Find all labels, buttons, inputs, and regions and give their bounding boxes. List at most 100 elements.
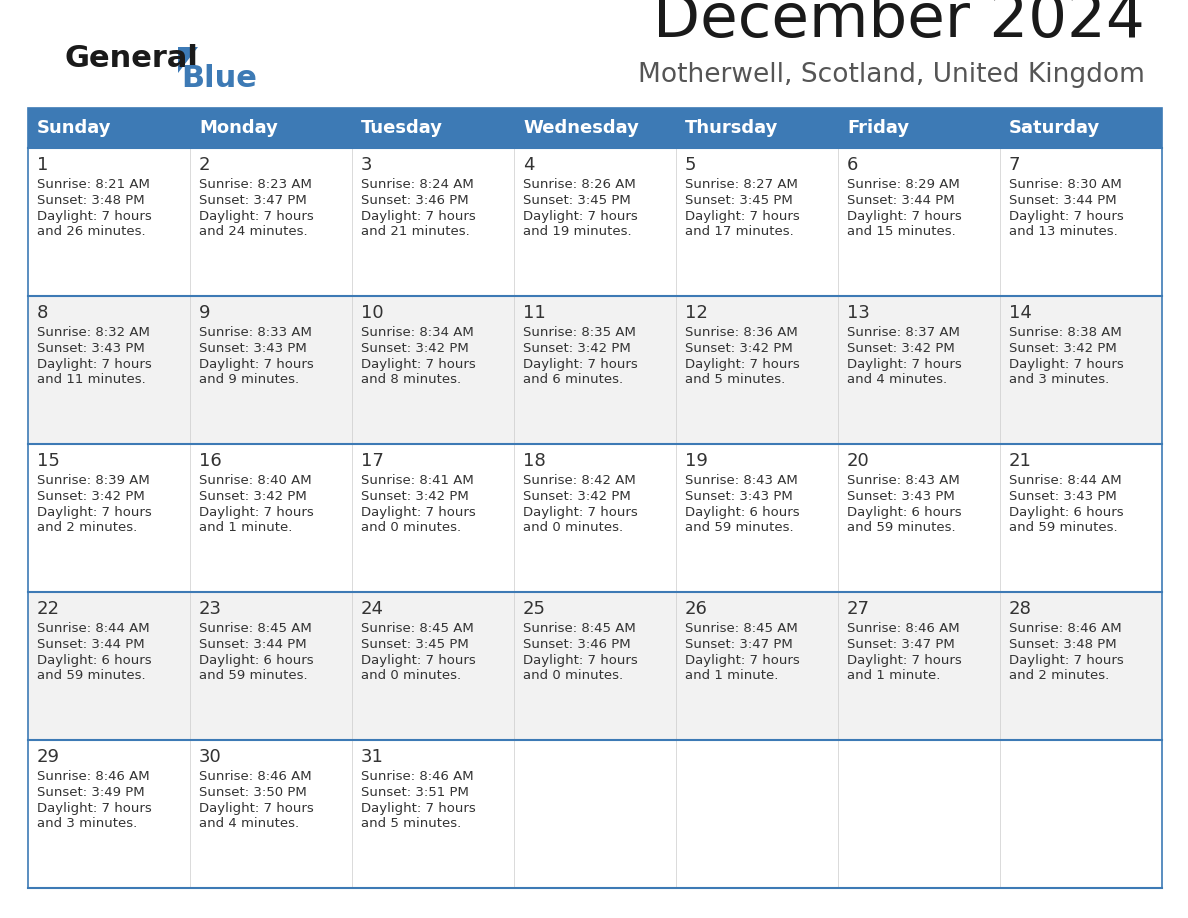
Text: Daylight: 7 hours: Daylight: 7 hours (200, 802, 314, 815)
Text: Sunrise: 8:46 AM: Sunrise: 8:46 AM (200, 770, 311, 783)
Text: and 17 minutes.: and 17 minutes. (685, 225, 794, 238)
Text: Sunrise: 8:40 AM: Sunrise: 8:40 AM (200, 474, 311, 487)
Text: Sunset: 3:43 PM: Sunset: 3:43 PM (685, 490, 792, 503)
Text: 26: 26 (685, 600, 708, 618)
Text: Sunrise: 8:33 AM: Sunrise: 8:33 AM (200, 326, 312, 339)
Text: Daylight: 7 hours: Daylight: 7 hours (200, 358, 314, 371)
Text: Sunrise: 8:41 AM: Sunrise: 8:41 AM (361, 474, 474, 487)
Text: Daylight: 7 hours: Daylight: 7 hours (361, 802, 475, 815)
Text: and 24 minutes.: and 24 minutes. (200, 225, 308, 238)
Text: 14: 14 (1009, 304, 1032, 322)
Text: Daylight: 7 hours: Daylight: 7 hours (361, 210, 475, 223)
Text: 12: 12 (685, 304, 708, 322)
Text: Daylight: 7 hours: Daylight: 7 hours (847, 210, 962, 223)
Text: Sunset: 3:45 PM: Sunset: 3:45 PM (361, 638, 469, 651)
Text: Daylight: 6 hours: Daylight: 6 hours (847, 506, 961, 519)
Bar (29, 108, 1162, 148)
Text: Sunset: 3:42 PM: Sunset: 3:42 PM (37, 490, 145, 503)
Text: and 5 minutes.: and 5 minutes. (685, 373, 785, 386)
Text: Sunset: 3:42 PM: Sunset: 3:42 PM (523, 490, 631, 503)
Text: Daylight: 7 hours: Daylight: 7 hours (37, 358, 152, 371)
Text: 13: 13 (847, 304, 870, 322)
Text: and 21 minutes.: and 21 minutes. (361, 225, 469, 238)
Text: Monday: Monday (200, 119, 278, 137)
Bar (29, 296, 1162, 444)
Text: Thursday: Thursday (685, 119, 778, 137)
Text: Sunrise: 8:32 AM: Sunrise: 8:32 AM (37, 326, 150, 339)
Text: and 0 minutes.: and 0 minutes. (523, 669, 624, 682)
Text: Motherwell, Scotland, United Kingdom: Motherwell, Scotland, United Kingdom (638, 62, 1145, 88)
Text: Friday: Friday (847, 119, 909, 137)
Text: Sunrise: 8:37 AM: Sunrise: 8:37 AM (847, 326, 960, 339)
Text: Sunrise: 8:26 AM: Sunrise: 8:26 AM (523, 178, 636, 191)
Text: Sunrise: 8:36 AM: Sunrise: 8:36 AM (685, 326, 798, 339)
Text: and 2 minutes.: and 2 minutes. (1009, 669, 1110, 682)
Text: Sunrise: 8:45 AM: Sunrise: 8:45 AM (361, 622, 474, 635)
Text: 8: 8 (37, 304, 49, 322)
Text: Daylight: 7 hours: Daylight: 7 hours (523, 210, 638, 223)
Text: and 5 minutes.: and 5 minutes. (361, 817, 461, 830)
Text: 30: 30 (200, 748, 222, 766)
Text: 27: 27 (847, 600, 870, 618)
Text: and 3 minutes.: and 3 minutes. (1009, 373, 1110, 386)
Text: Daylight: 7 hours: Daylight: 7 hours (523, 654, 638, 667)
Text: Daylight: 7 hours: Daylight: 7 hours (200, 506, 314, 519)
Text: Sunset: 3:42 PM: Sunset: 3:42 PM (361, 490, 469, 503)
Text: Sunset: 3:42 PM: Sunset: 3:42 PM (1009, 342, 1117, 355)
Text: and 0 minutes.: and 0 minutes. (523, 521, 624, 534)
Text: 15: 15 (37, 452, 59, 470)
Text: Sunset: 3:46 PM: Sunset: 3:46 PM (523, 638, 631, 651)
Text: Daylight: 6 hours: Daylight: 6 hours (200, 654, 314, 667)
Text: Daylight: 7 hours: Daylight: 7 hours (847, 358, 962, 371)
Text: 1: 1 (37, 156, 49, 174)
Text: 31: 31 (361, 748, 384, 766)
Text: Sunset: 3:43 PM: Sunset: 3:43 PM (1009, 490, 1117, 503)
Bar (29, 444, 1162, 592)
Text: Sunset: 3:44 PM: Sunset: 3:44 PM (847, 194, 955, 207)
Text: December 2024: December 2024 (653, 0, 1145, 50)
Text: Daylight: 7 hours: Daylight: 7 hours (847, 654, 962, 667)
Text: 5: 5 (685, 156, 696, 174)
Text: Daylight: 6 hours: Daylight: 6 hours (37, 654, 152, 667)
Text: and 59 minutes.: and 59 minutes. (685, 521, 794, 534)
Text: Sunset: 3:43 PM: Sunset: 3:43 PM (37, 342, 145, 355)
Text: Daylight: 7 hours: Daylight: 7 hours (37, 802, 152, 815)
Text: Daylight: 7 hours: Daylight: 7 hours (37, 210, 152, 223)
Text: 29: 29 (37, 748, 61, 766)
Text: Sunset: 3:47 PM: Sunset: 3:47 PM (847, 638, 955, 651)
Text: Sunset: 3:42 PM: Sunset: 3:42 PM (523, 342, 631, 355)
Text: Sunrise: 8:29 AM: Sunrise: 8:29 AM (847, 178, 960, 191)
Polygon shape (178, 47, 198, 73)
Text: Sunset: 3:45 PM: Sunset: 3:45 PM (685, 194, 792, 207)
Text: Daylight: 7 hours: Daylight: 7 hours (685, 358, 800, 371)
Bar (29, 108, 1162, 888)
Text: and 1 minute.: and 1 minute. (847, 669, 941, 682)
Text: Daylight: 7 hours: Daylight: 7 hours (37, 506, 152, 519)
Text: and 59 minutes.: and 59 minutes. (200, 669, 308, 682)
Text: Sunrise: 8:38 AM: Sunrise: 8:38 AM (1009, 326, 1121, 339)
Text: Sunrise: 8:24 AM: Sunrise: 8:24 AM (361, 178, 474, 191)
Text: and 1 minute.: and 1 minute. (685, 669, 778, 682)
Text: 25: 25 (523, 600, 546, 618)
Text: Sunrise: 8:43 AM: Sunrise: 8:43 AM (685, 474, 798, 487)
Text: Daylight: 7 hours: Daylight: 7 hours (1009, 210, 1124, 223)
Text: 3: 3 (361, 156, 373, 174)
Text: and 0 minutes.: and 0 minutes. (361, 521, 461, 534)
Text: Sunset: 3:42 PM: Sunset: 3:42 PM (361, 342, 469, 355)
Text: and 4 minutes.: and 4 minutes. (200, 817, 299, 830)
Text: Sunset: 3:50 PM: Sunset: 3:50 PM (200, 786, 307, 799)
Text: 22: 22 (37, 600, 61, 618)
Text: Daylight: 7 hours: Daylight: 7 hours (523, 506, 638, 519)
Text: General: General (65, 44, 198, 73)
Text: 2: 2 (200, 156, 210, 174)
Text: Tuesday: Tuesday (361, 119, 443, 137)
Text: Sunset: 3:49 PM: Sunset: 3:49 PM (37, 786, 145, 799)
Text: Saturday: Saturday (1009, 119, 1100, 137)
Text: and 0 minutes.: and 0 minutes. (361, 669, 461, 682)
Text: and 9 minutes.: and 9 minutes. (200, 373, 299, 386)
Text: 18: 18 (523, 452, 545, 470)
Text: Sunrise: 8:45 AM: Sunrise: 8:45 AM (200, 622, 311, 635)
Text: and 59 minutes.: and 59 minutes. (37, 669, 146, 682)
Text: Sunrise: 8:30 AM: Sunrise: 8:30 AM (1009, 178, 1121, 191)
Text: and 8 minutes.: and 8 minutes. (361, 373, 461, 386)
